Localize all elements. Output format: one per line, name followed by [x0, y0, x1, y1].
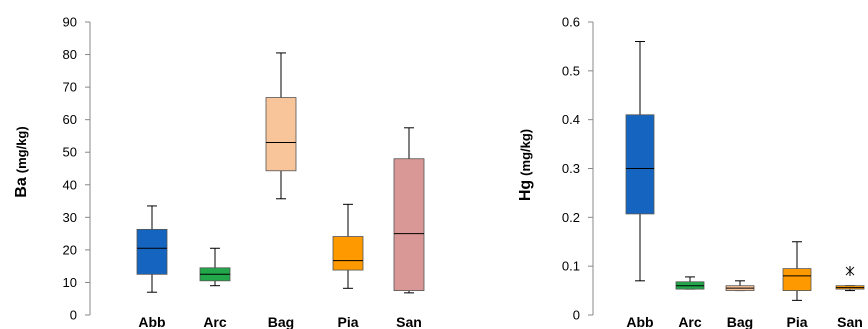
box-san: [393, 127, 425, 294]
box-abb: [625, 41, 655, 282]
chart-panel-1: 0 10 20 30 40 50 60 70 80 90 Ba (mg/kg) Abb Arc Bag Pia…: [13, 15, 425, 329]
box-arc: [675, 276, 705, 290]
y-tick-label: 30: [63, 210, 77, 225]
y-axis-label-main: Hg: [517, 180, 534, 201]
y-tick-label: 0.2: [562, 210, 580, 225]
y-axis-label-main: Ba: [13, 177, 30, 198]
x-category-label: San: [837, 314, 863, 329]
box-iqr: [625, 114, 655, 215]
box-iqr: [136, 228, 168, 275]
y-tick-label: 50: [63, 145, 77, 160]
y-tick-label: 0.5: [562, 63, 580, 78]
y-tick-label: 10: [63, 275, 77, 290]
y-tick-label: 0: [573, 308, 580, 323]
box-iqr: [782, 268, 812, 291]
box-san: [835, 266, 865, 292]
x-category-label: Pia: [786, 314, 807, 329]
x-category-label: Bag: [268, 314, 294, 329]
x-category-label: Bag: [727, 314, 753, 329]
outlier-marker: [845, 266, 855, 277]
box-iqr: [393, 158, 425, 291]
x-category-label: Arc: [678, 314, 702, 329]
y-axis-label-unit: (mg/kg): [14, 126, 29, 173]
y-axis-label: Hg (mg/kg): [517, 129, 534, 201]
box-arc: [199, 247, 231, 287]
box-abb: [136, 205, 168, 293]
chart-panel-2: 0 0.1 0.2 0.3 0.4 0.5 0.6 Hg (mg/kg) Abb Arc Bag Pia…: [517, 15, 865, 329]
box-iqr: [332, 236, 364, 271]
y-tick-label: 0.1: [562, 259, 580, 274]
y-tick-label: 60: [63, 112, 77, 127]
y-tick-label: 80: [63, 47, 77, 62]
y-tick-label: 70: [63, 80, 77, 95]
box-pia: [782, 241, 812, 301]
y-axis-label: Ba (mg/kg): [13, 126, 30, 197]
y-tick-label: 0.4: [562, 112, 580, 127]
y-tick-label: 0: [70, 308, 77, 323]
y-axis-label-unit: (mg/kg): [518, 129, 533, 176]
x-category-label: Abb: [626, 314, 653, 329]
x-category-label: Pia: [337, 314, 358, 329]
box-bag: [265, 52, 297, 200]
x-category-label: Abb: [138, 314, 165, 329]
y-tick-label: 0.3: [562, 161, 580, 176]
y-tick-label: 90: [63, 15, 77, 30]
y-tick-label: 20: [63, 242, 77, 257]
box-iqr: [265, 97, 297, 172]
y-tick-label: 40: [63, 177, 77, 192]
x-category-label: Arc: [203, 314, 227, 329]
x-category-label: San: [396, 314, 422, 329]
y-tick-label: 0.6: [562, 15, 580, 30]
box-bag: [725, 280, 755, 292]
box-pia: [332, 203, 364, 289]
